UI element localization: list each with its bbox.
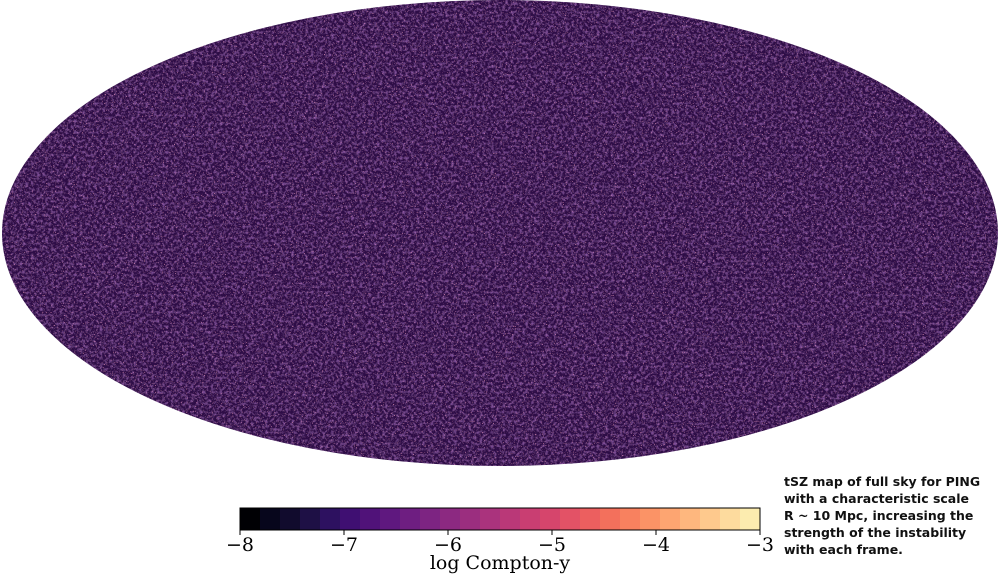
colorbar-segment bbox=[560, 508, 581, 530]
colorbar-segment bbox=[440, 508, 461, 530]
colorbar-segment bbox=[340, 508, 361, 530]
colorbar-segment bbox=[280, 508, 301, 530]
annotation: tSZ map of full sky for PING with a chara… bbox=[784, 474, 980, 557]
colorbar-segment bbox=[680, 508, 701, 530]
colorbar-frame bbox=[239, 507, 761, 531]
tick-label: −7 bbox=[330, 534, 358, 556]
colorbar-segment bbox=[620, 508, 641, 530]
colorbar-segment bbox=[600, 508, 621, 530]
annotation-line: R ~ 10 Mpc, increasing the bbox=[784, 508, 973, 523]
colorbar-segment bbox=[460, 508, 481, 530]
tick-label: −3 bbox=[746, 534, 774, 556]
colorbar: −8 −7 −6 −5 −4 −3 bbox=[226, 507, 774, 556]
annotation-line: with each frame. bbox=[784, 542, 903, 557]
tick-label: −8 bbox=[226, 534, 254, 556]
sky-texture bbox=[2, 0, 998, 466]
colorbar-segment bbox=[320, 508, 341, 530]
colorbar-label: log Compton-y bbox=[430, 552, 571, 574]
colorbar-segment bbox=[380, 508, 401, 530]
annotation-line: with a characteristic scale bbox=[784, 491, 969, 506]
colorbar-segment bbox=[420, 508, 441, 530]
colorbar-segment bbox=[400, 508, 421, 530]
tick-label: −5 bbox=[538, 534, 566, 556]
annotation-line: strength of the instability bbox=[784, 525, 966, 540]
annotation-line: tSZ map of full sky for PING bbox=[784, 474, 980, 489]
tick-label: −6 bbox=[434, 534, 462, 556]
tick-label: −4 bbox=[642, 534, 670, 556]
colorbar-segment bbox=[520, 508, 541, 530]
colorbar-segment bbox=[540, 508, 561, 530]
colorbar-segment bbox=[660, 508, 681, 530]
colorbar-segment bbox=[720, 508, 741, 530]
colorbar-segment bbox=[640, 508, 661, 530]
colorbar-segment bbox=[260, 508, 281, 530]
colorbar-segment bbox=[360, 508, 381, 530]
colorbar-segment bbox=[500, 508, 521, 530]
colorbar-segment bbox=[580, 508, 601, 530]
colorbar-segment bbox=[300, 508, 321, 530]
colorbar-segment bbox=[700, 508, 721, 530]
colorbar-segment bbox=[740, 508, 761, 530]
colorbar-segment bbox=[480, 508, 501, 530]
colorbar-segment bbox=[240, 508, 261, 530]
sky-map bbox=[2, 0, 998, 466]
